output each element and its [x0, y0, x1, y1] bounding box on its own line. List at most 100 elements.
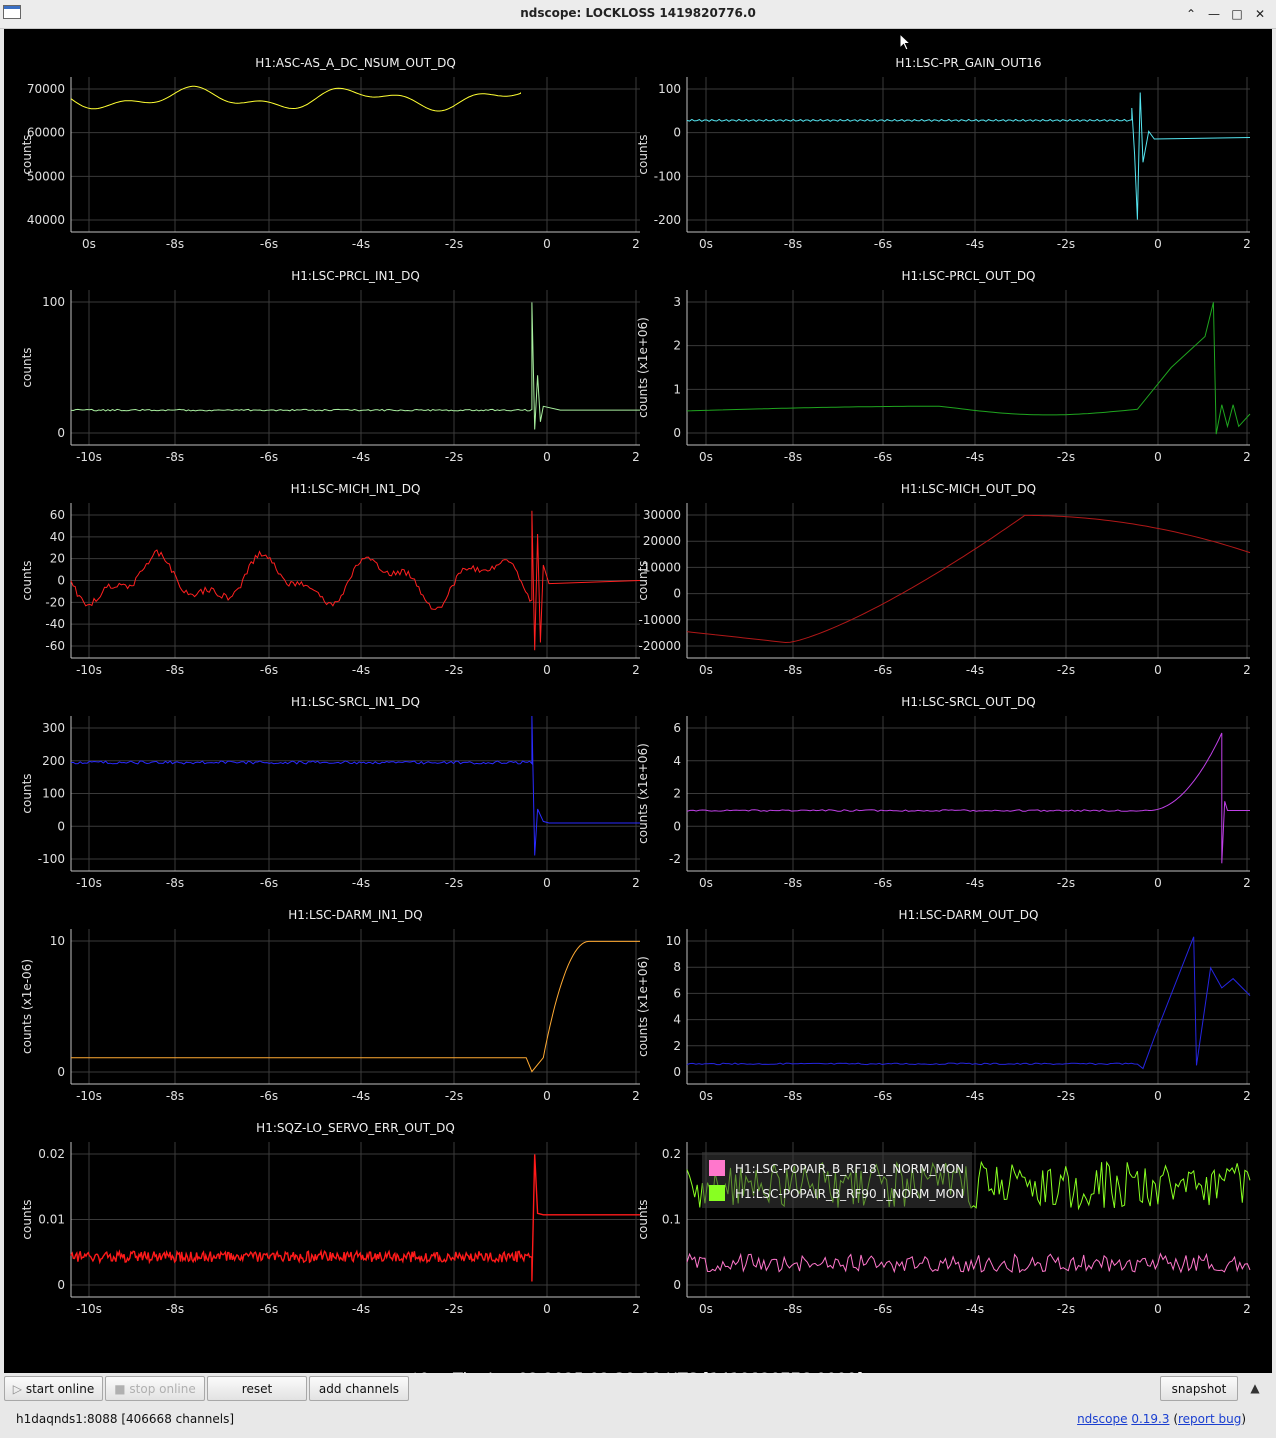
x-tick-label: 2	[1243, 876, 1251, 890]
y-tick-label: -200	[654, 213, 681, 227]
x-tick-label: -6s	[260, 1302, 278, 1316]
y-tick-label: 0	[57, 574, 65, 588]
trace-line	[70, 302, 640, 430]
start-online-label: start online	[25, 1382, 95, 1396]
status-bar: h1daqnds1:8088 [406668 channels] ndscope…	[0, 1404, 1276, 1438]
plot-panel[interactable]: H1:LSC-PR_GAIN_OUT16 -200 -100 0 100 0s -8s -6s…	[636, 56, 1251, 251]
mouse-pointer-icon	[899, 33, 912, 51]
y-tick-label: 100	[42, 787, 65, 801]
y-tick-label: -2	[669, 852, 681, 866]
x-tick-label: -2s	[1057, 663, 1075, 677]
maximize-icon[interactable]: □	[1231, 7, 1243, 21]
plots-canvas[interactable]: H1:ASC-AS_A_DC_NSUM_OUT_DQ40000500006000…	[4, 29, 1272, 1359]
x-tick-label: 0s	[699, 876, 713, 890]
minimize-icon[interactable]: —	[1208, 7, 1220, 21]
y-tick-label: 2	[673, 339, 681, 353]
plot-legend[interactable]: H1:LSC-POPAIR_B_RF18_I_NORM_MON H1:LSC-PO…	[702, 1152, 972, 1208]
x-tick-label: -8s	[784, 450, 802, 464]
plot-panel[interactable]: H1:LSC-SRCL_OUT_DQ -2 0 2 4 6 0s -8s -6s -4s -2s 0 2…	[636, 695, 1251, 890]
y-tick-label: -100	[38, 852, 65, 866]
legend-label: H1:LSC-POPAIR_B_RF18_I_NORM_MON	[735, 1162, 964, 1176]
add-channels-button[interactable]: add channels	[309, 1376, 409, 1401]
snapshot-button[interactable]: snapshot	[1160, 1376, 1238, 1401]
x-tick-label: -10s	[76, 876, 102, 890]
y-tick-label: 0	[673, 1278, 681, 1292]
x-tick-label: -6s	[260, 663, 278, 677]
plot-title: H1:LSC-PRCL_IN1_DQ	[291, 269, 420, 283]
y-axis-label: counts (x1e+06)	[636, 956, 650, 1057]
y-tick-label: 10000	[643, 560, 681, 574]
trace-line	[70, 85, 521, 112]
x-tick-label: -4s	[352, 237, 370, 251]
stop-online-label: stop online	[129, 1382, 196, 1396]
chevron-up-icon[interactable]: ⌃	[1185, 7, 1197, 21]
plot-title: H1:ASC-AS_A_DC_NSUM_OUT_DQ	[255, 56, 456, 70]
version-link[interactable]: 0.19.3	[1131, 1412, 1170, 1426]
plot-panel[interactable]: H1:ASC-AS_A_DC_NSUM_OUT_DQ 40000 50000 6000…	[20, 56, 640, 251]
trace-line	[70, 715, 640, 856]
y-tick-label: 2	[673, 1039, 681, 1053]
y-tick-label: 3	[673, 295, 681, 309]
plot-panel[interactable]: H1:SQZ-LO_SERVO_ERR_OUT_DQ 0 0.01 0.02 -10s -…	[20, 1121, 640, 1316]
stop-online-button[interactable]: ■ stop online	[105, 1376, 205, 1401]
x-tick-label: 2	[632, 663, 640, 677]
y-tick-label: 10	[666, 934, 681, 948]
trace-line	[70, 1154, 640, 1282]
x-tick-label: 0	[543, 450, 551, 464]
x-tick-label: -2s	[1057, 1089, 1075, 1103]
report-bug-link[interactable]: report bug	[1178, 1412, 1242, 1426]
y-tick-label: 10	[50, 934, 65, 948]
x-tick-label: -4s	[966, 237, 984, 251]
x-tick-label: -4s	[352, 1302, 370, 1316]
y-axis-label: counts (x1e+06)	[636, 743, 650, 844]
y-tick-label: 6	[673, 986, 681, 1000]
x-tick-label: -4s	[352, 450, 370, 464]
x-tick-label: -8s	[166, 1302, 184, 1316]
start-online-button[interactable]: ▷ start online	[4, 1376, 103, 1401]
x-tick-label: -8s	[166, 663, 184, 677]
close-icon[interactable]: ✕	[1254, 7, 1266, 21]
y-tick-label: 0	[673, 426, 681, 440]
x-tick-label: -4s	[352, 1089, 370, 1103]
x-tick-label: -2s	[445, 876, 463, 890]
plot-panel[interactable]: H1:LSC-DARM_OUT_DQ 0 2 4 6 8 10 0s -8s -6s -4s -2s 0…	[636, 908, 1251, 1103]
x-tick-label: -2s	[445, 237, 463, 251]
expand-up-arrow-icon[interactable]: ▲	[1250, 1381, 1260, 1395]
x-tick-label: 2	[1243, 1089, 1251, 1103]
trace-line	[71, 940, 640, 1073]
x-tick-label: 0	[1154, 1302, 1162, 1316]
y-tick-label: 8	[673, 960, 681, 974]
plot-panel[interactable]: H1:LSC-DARM_IN1_DQ 0 10 -10s -8s -6s -4s -2s 0 2 c…	[20, 908, 640, 1103]
y-tick-label: 4	[673, 1013, 681, 1027]
plot-panel[interactable]: H1:LSC-MICH_OUT_DQ -20000 -10000 0 10000 2000…	[636, 482, 1251, 677]
x-tick-label: -2s	[445, 663, 463, 677]
trace-line	[686, 92, 1251, 220]
plot-panel[interactable]: 0 0.1 0.2 0s -8s -6s -4s -2s 0 2 counts H1:LSC-POPA…	[636, 1142, 1251, 1316]
reset-button[interactable]: reset	[207, 1376, 307, 1401]
y-tick-label: 200	[42, 754, 65, 768]
x-tick-label: 0s	[699, 663, 713, 677]
plot-title: H1:LSC-SRCL_IN1_DQ	[291, 695, 420, 709]
x-tick-label: 0	[1154, 1089, 1162, 1103]
x-tick-label: -6s	[260, 450, 278, 464]
plot-title: H1:LSC-PRCL_OUT_DQ	[902, 269, 1036, 283]
y-tick-label: 0	[57, 1278, 65, 1292]
stop-icon: ■	[114, 1382, 130, 1396]
y-tick-label: 40000	[27, 213, 65, 227]
plot-panel[interactable]: H1:LSC-PRCL_IN1_DQ 0 100 -10s -8s -6s -4s -2s 0 2…	[20, 269, 640, 464]
y-axis-label: counts	[20, 773, 34, 813]
x-tick-label: -2s	[1057, 1302, 1075, 1316]
version-info: ndscope 0.19.3 (report bug)	[1077, 1412, 1246, 1426]
plot-panel[interactable]: H1:LSC-PRCL_OUT_DQ 0 1 2 3 0s -8s -6s -4s -2s 0 2 co…	[636, 269, 1251, 464]
y-axis-label: counts	[636, 560, 650, 600]
trace-line	[686, 936, 1251, 1070]
plot-panel[interactable]: H1:LSC-SRCL_IN1_DQ -100 0 100 200 300 -10s -8s -…	[20, 695, 640, 890]
legend-label: H1:LSC-POPAIR_B_RF90_I_NORM_MON	[735, 1187, 964, 1201]
y-tick-label: 300	[42, 721, 65, 735]
window-titlebar: ndscope: LOCKLOSS 1419820776.0 ⌃ — □ ✕	[0, 0, 1276, 29]
ndscope-link[interactable]: ndscope	[1077, 1412, 1128, 1426]
y-tick-label: -20000	[638, 639, 681, 653]
y-tick-label: 0	[673, 587, 681, 601]
x-tick-label: -4s	[352, 876, 370, 890]
